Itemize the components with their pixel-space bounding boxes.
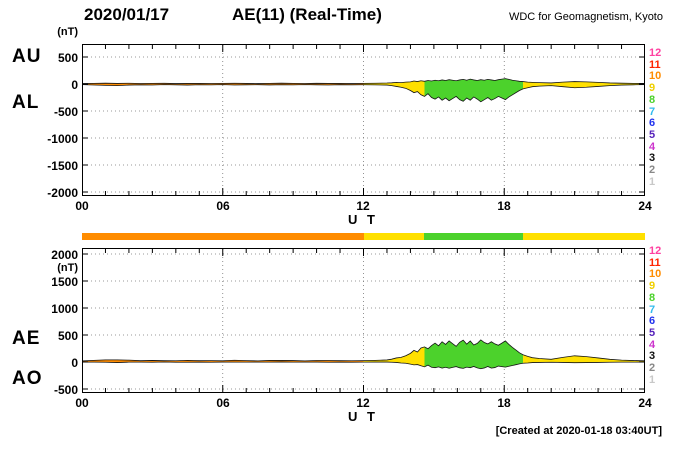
y-tick-label: 1500	[51, 275, 78, 289]
x-tick-label: 18	[497, 396, 511, 410]
series-label-au: AU	[12, 46, 42, 67]
station-count-3: 3	[649, 350, 656, 363]
au-al-chart	[82, 44, 645, 196]
station-count-7: 7	[649, 303, 656, 316]
station-count-9: 9	[649, 82, 656, 95]
data-source-label: WDC for Geomagnetism, Kyoto	[508, 11, 663, 23]
y-tick-label: -500	[53, 383, 78, 397]
ae-ao-chart	[82, 248, 645, 393]
x-tick-label: 06	[216, 396, 230, 410]
station-count-4: 4	[649, 140, 656, 153]
y-tick-label: 0	[71, 78, 78, 92]
station-bar-segment	[363, 233, 425, 240]
station-count-5: 5	[649, 327, 656, 340]
station-count-8: 8	[649, 93, 656, 106]
y-tick-label: 1000	[51, 302, 78, 316]
x-tick-label: 12	[356, 396, 370, 410]
station-count-9: 9	[649, 280, 656, 293]
station-count-legend-top: 12 11 10 9 8 7 6 5 4 3 2 1	[649, 48, 671, 188]
station-count-6: 6	[649, 117, 656, 130]
series-label-ae: AE	[12, 328, 41, 349]
station-count-10: 10	[649, 268, 662, 281]
station-bar-segment	[424, 233, 523, 240]
station-color-bar	[82, 233, 645, 240]
x-tick-label: 24	[638, 396, 652, 410]
station-bar-segment	[523, 233, 645, 240]
y-tick-label: 500	[57, 51, 78, 65]
x-tick-label: 00	[75, 396, 89, 410]
y-tick-label: 0	[71, 356, 78, 370]
y-tick-label: 2000	[51, 248, 78, 262]
plot-date: 2020/01/17	[84, 5, 170, 24]
station-count-2: 2	[649, 164, 656, 177]
x-axis-title-bottom: U T	[348, 409, 378, 424]
series-label-al: AL	[12, 92, 40, 113]
y-axis-unit-top: (nT)	[57, 26, 78, 38]
station-count-7: 7	[649, 105, 656, 118]
station-count-11: 11	[649, 58, 661, 71]
station-count-11: 11	[649, 256, 661, 269]
station-count-5: 5	[649, 129, 656, 142]
station-count-6: 6	[649, 315, 656, 328]
station-count-12: 12	[649, 245, 662, 257]
station-count-10: 10	[649, 70, 662, 83]
station-count-legend-bottom: 12 11 10 9 8 7 6 5 4 3 2 1	[649, 246, 671, 386]
y-tick-label: -1000	[47, 132, 78, 146]
x-tick-label: 24	[638, 199, 652, 213]
y-axis-unit-bottom: (nT)	[57, 262, 78, 274]
station-count-1: 1	[649, 373, 656, 386]
y-tick-label: -500	[53, 105, 78, 119]
y-tick-label: -2000	[47, 186, 78, 200]
station-count-1: 1	[649, 175, 656, 188]
created-timestamp: [Created at 2020-01-18 03:40UT]	[495, 425, 662, 437]
x-tick-label: 06	[216, 199, 230, 213]
station-count-2: 2	[649, 362, 656, 375]
y-tick-label: -1500	[47, 159, 78, 173]
y-tick-label: 500	[57, 329, 78, 343]
plot-title: AE(11) (Real-Time)	[232, 5, 382, 24]
station-count-8: 8	[649, 291, 656, 304]
station-count-4: 4	[649, 338, 656, 351]
x-tick-label: 18	[497, 199, 511, 213]
station-bar-segment	[82, 233, 364, 240]
x-axis-title-top: U T	[348, 212, 378, 227]
station-count-3: 3	[649, 152, 656, 165]
station-count-12: 12	[649, 47, 662, 59]
x-tick-label: 00	[75, 199, 89, 213]
x-tick-label: 12	[356, 199, 370, 213]
series-label-ao: AO	[12, 368, 43, 389]
